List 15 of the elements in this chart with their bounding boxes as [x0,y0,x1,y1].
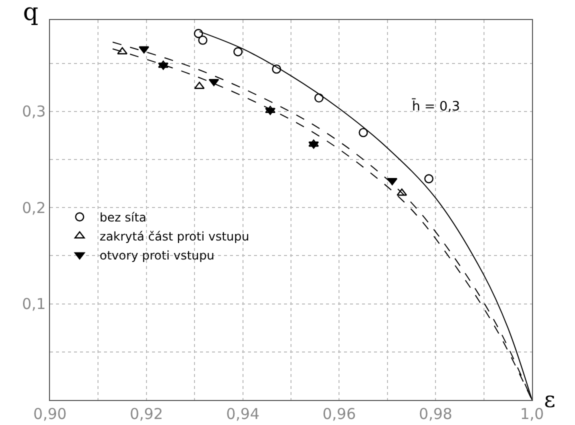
annotation: h̄ = 0,3 [411,98,460,114]
x-tick-label: 0,98 [418,405,452,424]
x-axis-title: ε [544,388,556,413]
x-tick-label: 0,92 [130,405,164,424]
y-tick-label: 0,3 [22,102,46,121]
y-tick-label: 0,1 [22,295,46,314]
y-tick-label: 0,2 [22,198,46,217]
y-axis-title: q [23,0,38,26]
legend-label: bez síta [100,210,146,225]
x-tick-label: 0,96 [322,405,356,424]
x-tick-label: 0,94 [226,405,260,424]
legend-label: zakrytá část proti vstupu [100,230,250,244]
x-tick-label: 1,0 [520,405,544,424]
legend-label: otvory proti vstupu [100,248,214,263]
x-tick-label: 0,90 [33,405,67,424]
